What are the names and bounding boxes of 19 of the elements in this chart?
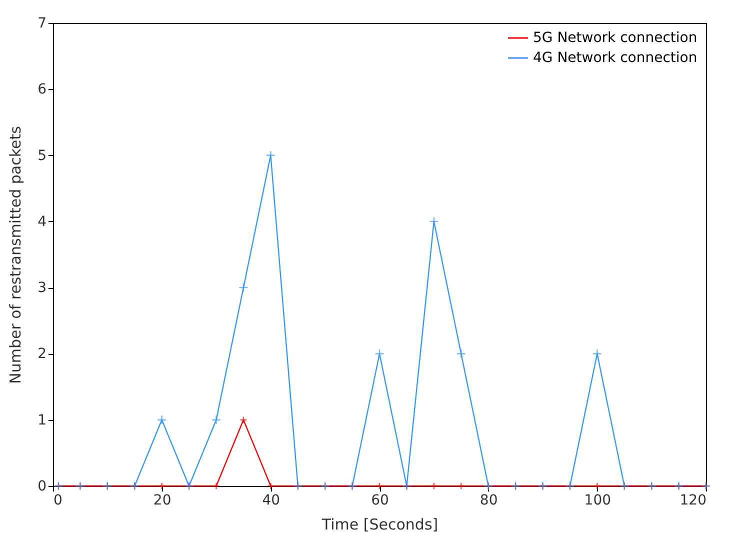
y-tick-label: 4 <box>38 214 47 230</box>
x-tick-label: 60 <box>371 492 389 508</box>
y-tick-label: 3 <box>38 280 46 296</box>
x-tick-label: 40 <box>262 492 280 508</box>
y-tick-label: 5 <box>38 148 46 164</box>
y-tick-label: 0 <box>38 478 46 494</box>
x-tick-label: 100 <box>584 492 612 508</box>
legend-label: 4G Network connection <box>533 50 698 66</box>
y-tick-label: 6 <box>38 82 47 98</box>
legend-label: 5G Network connection <box>533 30 698 46</box>
y-tick-label: 2 <box>38 346 46 362</box>
y-tick-label: 7 <box>38 16 46 32</box>
y-tick-label: 1 <box>38 412 46 428</box>
x-tick-label: 0 <box>54 492 62 508</box>
y-axis-title: Number of restransmitted packets <box>6 126 25 384</box>
x-tick-label: 80 <box>480 492 498 508</box>
x-axis-title: Time [Seconds] <box>320 516 438 534</box>
x-tick-label: 120 <box>680 492 706 508</box>
x-tick-label: 20 <box>153 492 172 508</box>
